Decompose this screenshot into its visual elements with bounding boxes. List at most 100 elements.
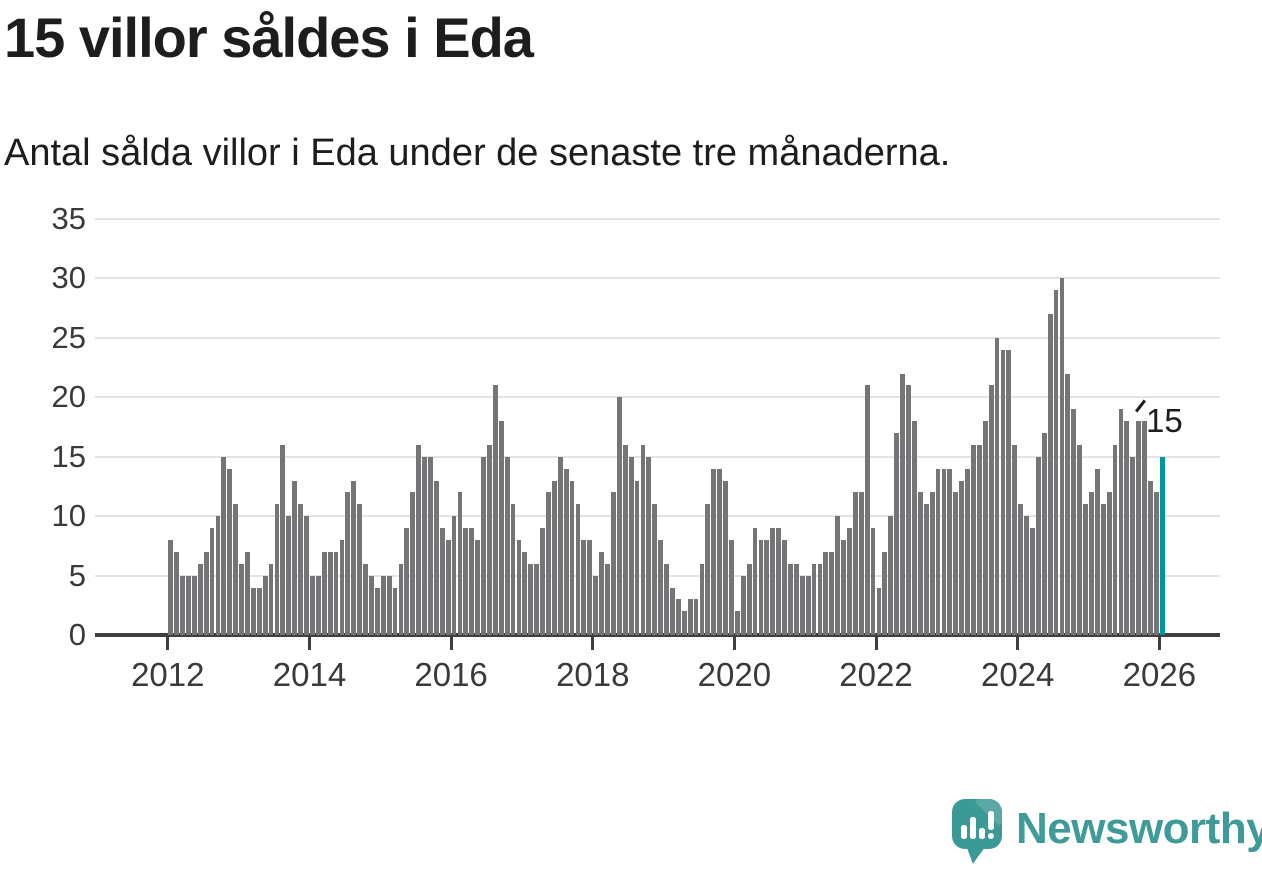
bar	[174, 551, 180, 635]
icon-exclamation-stem	[988, 811, 994, 830]
bar	[516, 539, 522, 635]
x-tick-label: 2026	[1122, 656, 1197, 693]
bar	[634, 480, 640, 635]
bar	[309, 575, 315, 635]
bar	[599, 551, 604, 635]
bar	[870, 528, 876, 635]
bar	[422, 456, 427, 635]
bar	[835, 516, 841, 635]
grid-line	[95, 574, 1220, 577]
bar	[852, 492, 858, 635]
bar	[658, 539, 664, 635]
bar	[546, 492, 551, 635]
bar	[280, 444, 286, 635]
bar	[740, 575, 746, 635]
x-tick-label: 2012	[131, 656, 205, 693]
bar	[864, 385, 870, 635]
x-axis-tick	[1157, 637, 1161, 650]
icon-bar-tall	[970, 817, 976, 839]
bar	[1012, 444, 1018, 635]
bar	[569, 480, 575, 635]
bar	[782, 539, 787, 635]
bar	[315, 575, 321, 635]
bar	[611, 492, 616, 635]
x-tick-label: 2014	[272, 656, 347, 693]
bar	[971, 444, 976, 635]
bar	[457, 492, 463, 635]
bar	[1130, 456, 1136, 635]
bar	[746, 563, 752, 635]
bar	[386, 575, 392, 635]
x-axis-tick	[308, 637, 311, 650]
bar	[203, 551, 209, 635]
bar	[1112, 444, 1118, 635]
bar	[764, 539, 770, 635]
bar	[888, 516, 894, 635]
bar	[256, 587, 262, 635]
bar	[1006, 349, 1012, 635]
bar	[439, 528, 445, 635]
bar	[1077, 444, 1083, 635]
bar	[221, 456, 227, 635]
grid-line	[95, 336, 1220, 339]
bar	[321, 551, 327, 635]
bar	[416, 444, 422, 635]
chart-subtitle: Antal sålda villor i Eda under de senast…	[4, 132, 951, 174]
bar	[982, 421, 988, 635]
bar	[1047, 314, 1053, 635]
bar	[433, 480, 439, 635]
bar	[369, 575, 374, 635]
bar	[298, 504, 303, 635]
bar	[587, 539, 593, 635]
newsworthy-logo: Newsworthy	[952, 799, 1262, 871]
bar	[563, 468, 569, 635]
bar	[475, 539, 481, 635]
y-tick-label: 15	[51, 438, 86, 474]
bar	[1018, 504, 1024, 635]
bar	[670, 587, 675, 635]
grid-line	[95, 396, 1220, 399]
bar	[1059, 278, 1065, 635]
bar	[392, 587, 398, 635]
bar	[965, 468, 970, 635]
bar	[227, 468, 233, 635]
grid-line	[95, 455, 1220, 458]
x-tick-label: 2024	[980, 656, 1055, 693]
bar	[1065, 373, 1071, 635]
bar	[841, 539, 846, 635]
bar	[947, 468, 953, 635]
bar	[1041, 432, 1047, 635]
bar	[327, 551, 333, 635]
bar	[410, 492, 416, 635]
bar	[191, 575, 197, 635]
bubble-tail	[963, 845, 985, 866]
bar	[522, 551, 528, 635]
bar	[481, 456, 486, 635]
bar	[451, 516, 457, 635]
x-tick-label: 2018	[556, 656, 630, 693]
bar	[1148, 480, 1153, 635]
bar	[186, 575, 191, 635]
bar	[1153, 492, 1159, 635]
bar	[734, 611, 740, 635]
bar	[250, 587, 256, 635]
bar	[274, 504, 280, 635]
bar	[428, 456, 433, 635]
bar	[469, 528, 475, 635]
bar	[593, 575, 599, 635]
bar	[487, 444, 492, 635]
bar	[239, 563, 244, 635]
bar	[699, 563, 705, 635]
bar	[1106, 492, 1112, 635]
bar	[646, 456, 652, 635]
bar	[1083, 504, 1088, 635]
bar	[180, 575, 185, 635]
bar	[858, 492, 864, 635]
bar	[398, 563, 404, 635]
grid-line	[95, 277, 1220, 280]
bar	[168, 539, 174, 635]
icon-exclamation-dot	[988, 833, 994, 839]
bar	[847, 528, 852, 635]
grid-line	[95, 515, 1220, 518]
